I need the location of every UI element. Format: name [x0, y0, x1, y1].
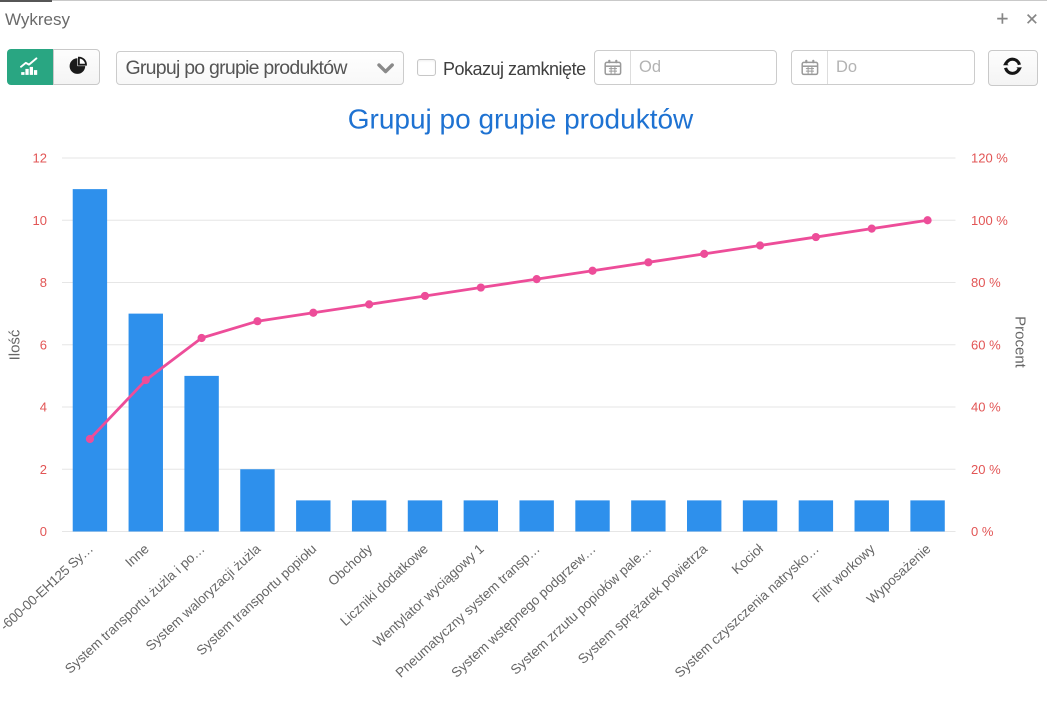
svg-text:-600-00-EH125 Sy…: -600-00-EH125 Sy… — [0, 541, 96, 633]
svg-text:60 %: 60 % — [971, 337, 1001, 352]
svg-text:Inne: Inne — [122, 541, 152, 570]
svg-text:System transportu popiołu: System transportu popiołu — [194, 541, 320, 658]
svg-text:Kocioł: Kocioł — [729, 541, 766, 577]
svg-text:System waloryzacji żużla: System waloryzacji żużla — [143, 541, 264, 654]
svg-text:Ilość: Ilość — [7, 329, 24, 360]
svg-text:40 %: 40 % — [971, 400, 1001, 415]
svg-text:80 %: 80 % — [971, 275, 1001, 290]
svg-text:12: 12 — [33, 151, 47, 166]
svg-text:Wentylator wyciągowy 1: Wentylator wyciągowy 1 — [370, 541, 487, 650]
svg-text:Procent: Procent — [1012, 316, 1029, 369]
svg-text:0: 0 — [40, 524, 47, 539]
svg-text:Grupuj po grupie produktów: Grupuj po grupie produktów — [348, 104, 694, 135]
svg-text:Obchody: Obchody — [325, 541, 375, 589]
svg-text:4: 4 — [40, 400, 47, 415]
svg-text:0 %: 0 % — [971, 524, 994, 539]
svg-text:120 %: 120 % — [971, 151, 1008, 166]
svg-text:2: 2 — [40, 462, 47, 477]
svg-text:10: 10 — [33, 213, 47, 228]
svg-text:8: 8 — [40, 275, 47, 290]
svg-text:100 %: 100 % — [971, 213, 1008, 228]
svg-text:20 %: 20 % — [971, 462, 1001, 477]
svg-text:6: 6 — [40, 337, 47, 352]
